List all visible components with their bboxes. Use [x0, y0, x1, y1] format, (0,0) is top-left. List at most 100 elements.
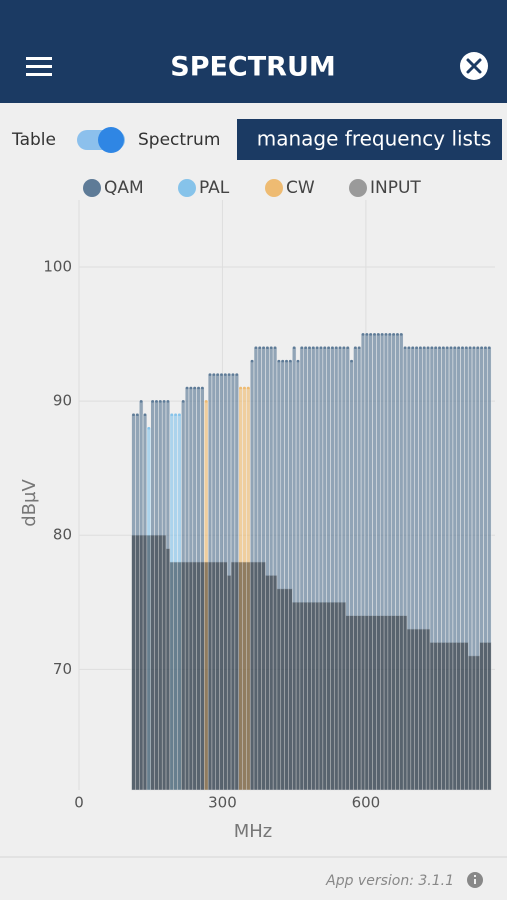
- bar-cap: [239, 386, 243, 390]
- bar: [326, 602, 331, 791]
- bar: [345, 615, 350, 791]
- bar-cap: [212, 373, 216, 376]
- bar-cap: [193, 386, 197, 390]
- bar-cap: [311, 346, 315, 349]
- bar-cap: [346, 346, 350, 349]
- bar: [330, 602, 335, 791]
- bar: [188, 561, 194, 791]
- menu-line: [26, 65, 52, 68]
- bar-cap: [388, 333, 392, 336]
- bar: [414, 628, 419, 791]
- bar: [475, 655, 480, 791]
- bar-cap: [189, 386, 193, 390]
- bar: [437, 642, 442, 791]
- toggle-left-label: Table: [11, 130, 56, 150]
- bar-cap: [166, 400, 170, 403]
- bar: [452, 642, 457, 791]
- x-tick-label: 300: [208, 794, 237, 812]
- bar-cap: [415, 346, 418, 349]
- header-bar: [0, 0, 507, 103]
- bar: [177, 561, 182, 791]
- bar: [269, 575, 274, 791]
- bar-cap: [327, 346, 331, 349]
- manage-button[interactable]: manage frequency lists: [237, 119, 502, 160]
- bar-cap: [453, 346, 457, 349]
- x-tick-label: 600: [352, 794, 381, 812]
- x-tick-label: 0: [74, 794, 84, 812]
- bar: [460, 642, 465, 791]
- info-button[interactable]: [467, 872, 483, 888]
- bar-cap: [235, 373, 239, 376]
- bar: [353, 615, 358, 791]
- bar: [299, 602, 304, 791]
- bar: [249, 561, 255, 791]
- bar: [230, 561, 236, 791]
- bar-cap: [373, 333, 376, 336]
- bar: [433, 642, 438, 791]
- bar-cap: [147, 426, 151, 430]
- close-button[interactable]: [460, 52, 488, 80]
- bar-cap: [277, 359, 281, 363]
- bar-cap: [438, 346, 441, 349]
- view-toggle[interactable]: [77, 127, 125, 153]
- bar-cap: [216, 373, 220, 376]
- bar: [204, 561, 209, 791]
- bar-cap: [185, 386, 189, 390]
- bar-cap: [296, 359, 300, 363]
- menu-button[interactable]: [26, 57, 52, 76]
- bar: [181, 561, 186, 791]
- bar-cap: [480, 346, 484, 349]
- bar: [334, 602, 339, 791]
- bar: [387, 615, 392, 791]
- bar-cap: [487, 346, 491, 349]
- bar-cap: [426, 346, 430, 349]
- bar: [138, 534, 144, 791]
- toggle-right-label: Spectrum: [138, 130, 220, 150]
- bar: [158, 534, 163, 791]
- y-tick-label: 70: [53, 660, 72, 678]
- bar-cap: [132, 413, 135, 417]
- bar: [483, 642, 488, 791]
- bar: [410, 628, 415, 791]
- bar-cap: [300, 346, 304, 349]
- bar: [211, 561, 217, 791]
- bar-cap: [254, 346, 258, 349]
- bar-cap: [246, 386, 250, 390]
- bar-cap: [181, 400, 185, 403]
- toggle-knob: [98, 127, 124, 153]
- bar-cap: [399, 333, 403, 336]
- bar-cap: [418, 346, 422, 349]
- bar-cap: [162, 400, 166, 403]
- bar-cap: [457, 346, 461, 349]
- bar-cap: [197, 386, 200, 390]
- bar: [456, 642, 461, 791]
- bar-cap: [468, 346, 472, 349]
- close-cross: [466, 58, 482, 74]
- bar-cap: [223, 373, 227, 376]
- bar: [383, 615, 389, 791]
- menu-line: [26, 73, 52, 76]
- bar: [368, 615, 373, 791]
- bar-cap: [464, 346, 468, 349]
- bar: [261, 561, 266, 791]
- bar-cap: [262, 346, 265, 349]
- bar: [223, 561, 228, 791]
- legend-marker: [349, 179, 367, 197]
- bar-cap: [269, 346, 273, 349]
- bar: [441, 642, 446, 791]
- bar: [215, 561, 220, 791]
- bar-cap: [484, 346, 487, 349]
- bar: [422, 628, 427, 791]
- bar: [341, 602, 347, 791]
- bar-cap: [281, 359, 285, 363]
- menu-line: [26, 57, 52, 60]
- bar-cap: [353, 346, 357, 349]
- legend-label: PAL: [199, 178, 230, 198]
- bar-cap: [250, 359, 254, 363]
- bar: [226, 575, 232, 791]
- bar-cap: [476, 346, 480, 349]
- bar: [395, 615, 400, 791]
- bar: [379, 615, 385, 791]
- bar-cap: [338, 346, 342, 349]
